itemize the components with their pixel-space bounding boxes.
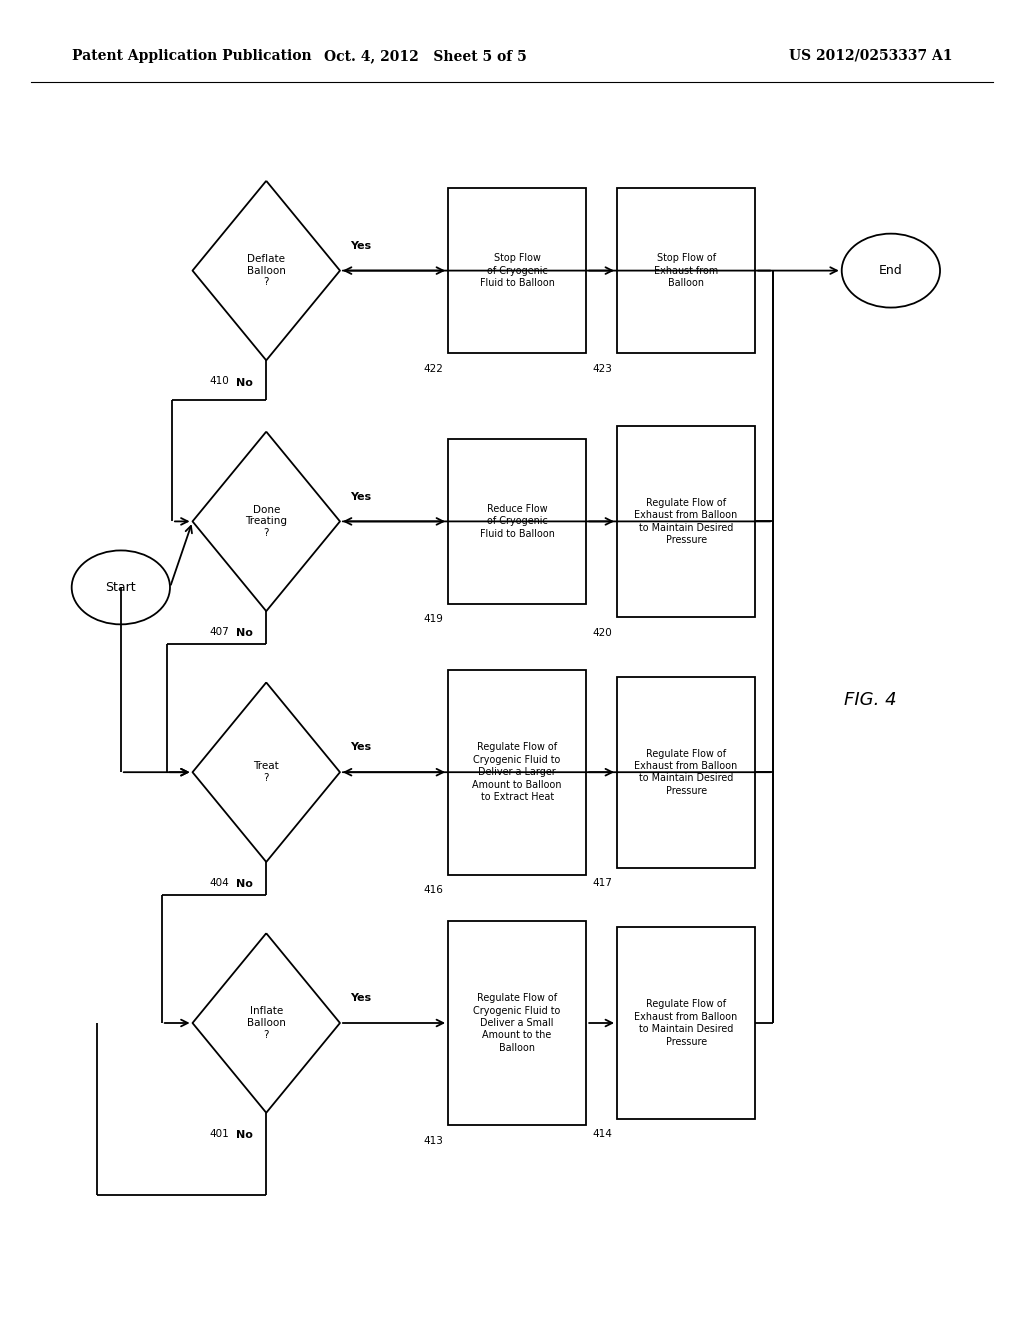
- Text: 414: 414: [592, 1129, 612, 1139]
- Text: 407: 407: [210, 627, 229, 638]
- Text: 410: 410: [210, 376, 229, 387]
- Bar: [616, 425, 756, 618]
- Bar: [449, 671, 586, 875]
- Text: Oct. 4, 2012   Sheet 5 of 5: Oct. 4, 2012 Sheet 5 of 5: [324, 49, 526, 63]
- Text: No: No: [236, 628, 253, 639]
- Text: Yes: Yes: [350, 742, 372, 752]
- Text: Done
Treating
?: Done Treating ?: [245, 504, 288, 539]
- Bar: [449, 921, 586, 1125]
- Text: No: No: [236, 1130, 253, 1140]
- Bar: [616, 677, 756, 869]
- Text: Regulate Flow of
Exhaust from Balloon
to Maintain Desired
Pressure: Regulate Flow of Exhaust from Balloon to…: [635, 748, 737, 796]
- Text: US 2012/0253337 A1: US 2012/0253337 A1: [788, 49, 952, 63]
- Text: 417: 417: [592, 879, 612, 888]
- Text: 420: 420: [592, 628, 612, 638]
- Text: Inflate
Balloon
?: Inflate Balloon ?: [247, 1006, 286, 1040]
- Text: Start: Start: [105, 581, 136, 594]
- Text: Regulate Flow of
Cryogenic Fluid to
Deliver a Small
Amount to the
Balloon: Regulate Flow of Cryogenic Fluid to Deli…: [473, 993, 561, 1053]
- Text: Regulate Flow of
Exhaust from Balloon
to Maintain Desired
Pressure: Regulate Flow of Exhaust from Balloon to…: [635, 999, 737, 1047]
- Text: 422: 422: [423, 363, 442, 374]
- Text: End: End: [879, 264, 903, 277]
- Text: 404: 404: [210, 878, 229, 888]
- Text: Yes: Yes: [350, 491, 372, 502]
- Text: No: No: [236, 879, 253, 890]
- Text: 419: 419: [423, 615, 442, 624]
- Text: No: No: [236, 378, 253, 388]
- Text: Treat
?: Treat ?: [253, 762, 280, 783]
- Text: 413: 413: [423, 1135, 442, 1146]
- Text: Reduce Flow
of Cryogenic
Fluid to Balloon: Reduce Flow of Cryogenic Fluid to Balloo…: [479, 504, 555, 539]
- Text: Regulate Flow of
Exhaust from Balloon
to Maintain Desired
Pressure: Regulate Flow of Exhaust from Balloon to…: [635, 498, 737, 545]
- Bar: [449, 187, 586, 352]
- Text: Yes: Yes: [350, 240, 372, 251]
- Text: Stop Flow
of Cryogenic
Fluid to Balloon: Stop Flow of Cryogenic Fluid to Balloon: [479, 253, 555, 288]
- Ellipse shape: [72, 550, 170, 624]
- Bar: [449, 438, 586, 605]
- Text: Deflate
Balloon
?: Deflate Balloon ?: [247, 253, 286, 288]
- Ellipse shape: [842, 234, 940, 308]
- Bar: [616, 927, 756, 1118]
- Text: Regulate Flow of
Cryogenic Fluid to
Deliver a Larger
Amount to Balloon
to Extrac: Regulate Flow of Cryogenic Fluid to Deli…: [472, 742, 562, 803]
- Text: Stop Flow of
Exhaust from
Balloon: Stop Flow of Exhaust from Balloon: [654, 253, 718, 288]
- Text: Patent Application Publication: Patent Application Publication: [72, 49, 311, 63]
- Text: 401: 401: [210, 1129, 229, 1139]
- Text: 416: 416: [423, 886, 442, 895]
- Text: 423: 423: [592, 363, 612, 374]
- Bar: [616, 187, 756, 352]
- Text: Yes: Yes: [350, 993, 372, 1003]
- Text: FIG. 4: FIG. 4: [844, 690, 897, 709]
